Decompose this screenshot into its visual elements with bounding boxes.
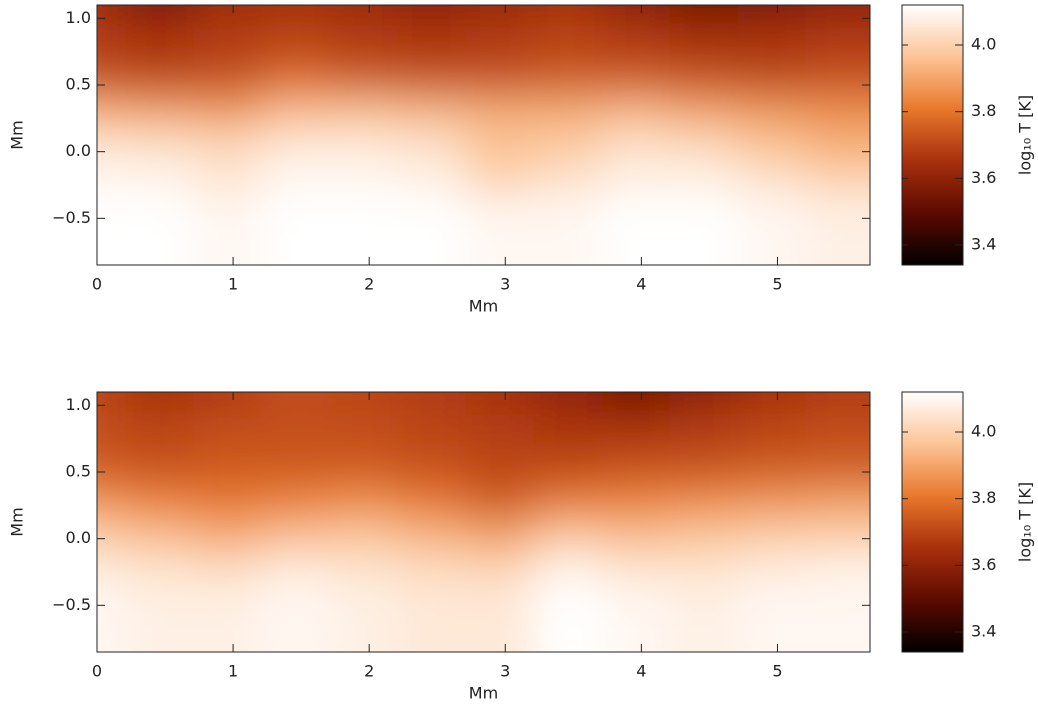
x-tick-label: 4 xyxy=(636,275,646,294)
colorbar-label: log₁₀ T [K] xyxy=(1016,95,1035,175)
plot-frame xyxy=(96,4,871,266)
plot-frame xyxy=(96,391,871,653)
x-tick-label: 5 xyxy=(772,275,782,294)
colorbar-tick-label: 3.4 xyxy=(971,235,996,254)
y-axis-label: Mm xyxy=(8,120,27,149)
heat-cell xyxy=(805,582,870,652)
colorbar-tick-label: 3.8 xyxy=(971,101,996,120)
heat-cell xyxy=(805,195,870,265)
y-tick-label: −0.5 xyxy=(52,595,91,614)
colorbar-tick-label: 3.6 xyxy=(971,168,996,187)
y-tick-label: 1.0 xyxy=(66,395,91,414)
y-tick-label: 0.0 xyxy=(66,141,91,160)
x-tick-label: 0 xyxy=(92,275,102,294)
colorbar xyxy=(901,4,964,266)
y-tick-label: 0.5 xyxy=(66,462,91,481)
x-tick-label: 2 xyxy=(364,275,374,294)
heatmap-cells xyxy=(97,392,870,652)
x-tick-label: 4 xyxy=(636,662,646,681)
y-tick-label: 0.5 xyxy=(66,75,91,94)
colorbar-label: log₁₀ T [K] xyxy=(1016,482,1035,562)
y-tick-label: −0.5 xyxy=(52,208,91,227)
y-axis-label: Mm xyxy=(8,507,27,536)
heatmap xyxy=(97,5,870,265)
x-tick-label: 3 xyxy=(500,662,510,681)
colorbar xyxy=(901,391,964,653)
colorbar-tick-label: 4.0 xyxy=(971,35,996,54)
x-axis-label: Mm xyxy=(469,684,498,703)
heatmap-cells xyxy=(97,5,870,265)
x-tick-label: 1 xyxy=(228,662,238,681)
colorbar-tick-label: 4.0 xyxy=(971,422,996,441)
x-tick-label: 1 xyxy=(228,275,238,294)
y-tick-label: 1.0 xyxy=(66,8,91,27)
heatmap xyxy=(97,392,870,652)
x-tick-label: 3 xyxy=(500,275,510,294)
colorbar-tick-label: 3.6 xyxy=(971,555,996,574)
x-tick-label: 0 xyxy=(92,662,102,681)
x-tick-label: 5 xyxy=(772,662,782,681)
colorbar-tick-label: 3.4 xyxy=(971,622,996,641)
colorbar-tick-label: 3.8 xyxy=(971,488,996,507)
y-tick-label: 0.0 xyxy=(66,528,91,547)
x-axis-label: Mm xyxy=(469,297,498,316)
x-tick-label: 2 xyxy=(364,662,374,681)
